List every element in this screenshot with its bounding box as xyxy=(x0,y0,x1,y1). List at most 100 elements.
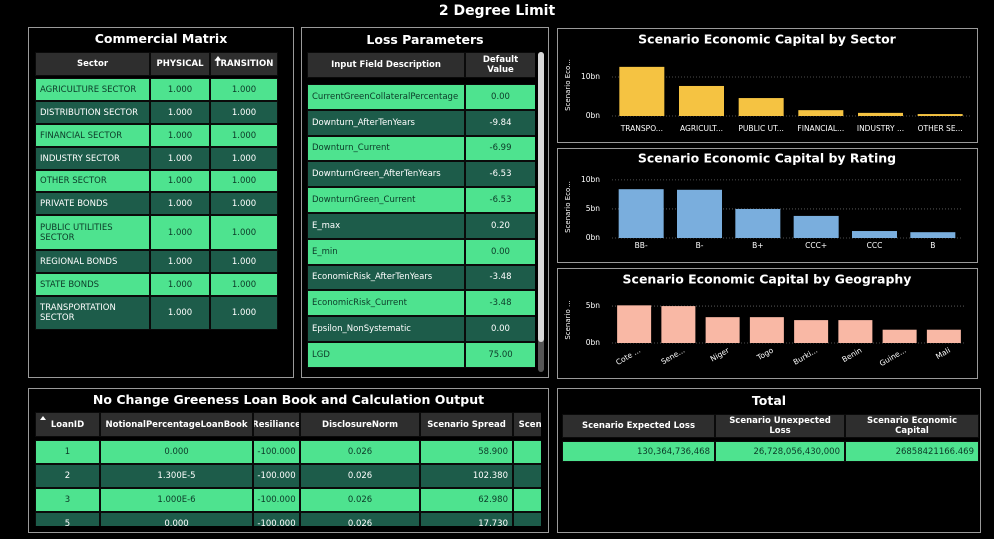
commercial-matrix-panel: Commercial Matrix xyxy=(28,27,294,378)
table-cell: 1.000 xyxy=(150,250,210,273)
table-cell: 0.00 xyxy=(465,316,535,342)
table-cell: 1.000 xyxy=(210,147,278,170)
column-header: TRANSITION xyxy=(210,52,278,76)
table-cell: Downturn_Current xyxy=(307,135,465,162)
y-tick-label: 10bn xyxy=(581,72,600,81)
table-cell: 58.900 xyxy=(420,440,513,464)
table-cell: 75.00 xyxy=(465,342,535,368)
y-tick-label: 10bn xyxy=(581,175,600,184)
table-cell: 1.000 xyxy=(210,170,278,192)
table-cell: 5 xyxy=(35,512,100,526)
table-cell: 0.20 xyxy=(465,213,535,239)
table-cell: 0.00 xyxy=(465,238,535,265)
table-cell: 1.000 xyxy=(210,101,278,124)
table-cell: CurrentGreenCollateralPercentage xyxy=(307,84,465,110)
table-cell: 1.000 xyxy=(210,250,278,273)
table-cell: 1.000 xyxy=(150,215,210,250)
bar xyxy=(661,306,696,343)
bar xyxy=(926,329,961,343)
column-header: Default Value xyxy=(465,52,535,78)
y-tick-label: 0bn xyxy=(586,233,601,242)
bar xyxy=(618,189,664,238)
chart-title: Scenario Economic Capital by Rating xyxy=(638,151,896,166)
panel-title: No Change Greeness Loan Book and Calcula… xyxy=(92,392,485,407)
table-cell: -6.53 xyxy=(465,161,535,188)
table-cell: 0.00 xyxy=(465,84,535,110)
table-cell: LGD xyxy=(307,342,465,368)
table-cell: REGIONAL BONDS xyxy=(35,250,150,273)
table-cell: 3 xyxy=(35,488,100,512)
x-tick-label: Guine... xyxy=(878,346,908,368)
bar xyxy=(794,320,829,343)
table-cell: -100.000 xyxy=(253,440,300,464)
column-header: Scena xyxy=(513,412,541,437)
table-cell: 0.026 xyxy=(300,464,420,488)
bar xyxy=(852,231,897,238)
table-cell: 1.000 xyxy=(210,124,278,147)
y-axis-label: Scenario Eco... xyxy=(564,59,572,111)
panel-title: Total xyxy=(751,393,787,408)
table-cell: 130,364,736,468 xyxy=(562,441,715,462)
column-header: Scenario Spread xyxy=(420,412,513,437)
bar xyxy=(749,317,784,343)
bar xyxy=(838,320,873,343)
bar xyxy=(858,112,903,116)
x-tick-label: PUBLIC UT... xyxy=(738,124,784,133)
table-cell: FINANCIAL SECTOR xyxy=(35,124,150,147)
table-cell: AGRICULTURE SECTOR xyxy=(35,78,150,101)
table-cell: 1.000 xyxy=(210,192,278,215)
column-header: Sector xyxy=(35,52,150,76)
y-axis-label: Scenario ... xyxy=(564,300,572,339)
table-cell: 26858421166.469 xyxy=(845,441,979,462)
table-cell: STATE BONDS xyxy=(35,273,150,296)
column-header: DisclosureNorm xyxy=(300,412,420,437)
x-tick-label: BB- xyxy=(635,241,648,250)
table-cell: DownturnGreen_Current xyxy=(307,187,465,213)
table-cell: 1.000 xyxy=(210,215,278,250)
table-cell: 2 xyxy=(35,464,100,488)
table-cell: 1.000 xyxy=(150,296,210,330)
scrollbar-thumb[interactable] xyxy=(538,52,544,342)
x-tick-label: Togo xyxy=(755,345,776,362)
x-tick-label: CCC+ xyxy=(805,241,827,250)
column-header: Scenario Economic Capital xyxy=(845,414,979,438)
bar xyxy=(798,110,844,116)
column-header: Scenario Unexpected Loss xyxy=(715,414,845,438)
table-cell xyxy=(513,512,541,526)
table-cell: 0.026 xyxy=(300,488,420,512)
table-cell: 17.730 xyxy=(420,512,513,526)
table-cell: E_max xyxy=(307,213,465,239)
x-tick-label: Niger xyxy=(709,345,732,363)
table-cell: 102.380 xyxy=(420,464,513,488)
bar xyxy=(617,305,652,343)
panel-title: Commercial Matrix xyxy=(94,31,228,46)
page-title: 2 Degree Limit xyxy=(438,3,556,19)
y-tick-label: 5bn xyxy=(586,204,601,213)
bar xyxy=(793,215,839,238)
table-cell xyxy=(513,440,541,464)
table-cell: EconomicRisk_AfterTenYears xyxy=(307,264,465,291)
x-tick-label: OTHER SE... xyxy=(918,124,963,133)
table-cell: 1.000 xyxy=(150,192,210,215)
table-cell: 1.300E-5 xyxy=(100,464,253,488)
x-tick-label: CCC xyxy=(867,241,883,250)
x-tick-label: B- xyxy=(696,241,704,250)
table-cell: -6.99 xyxy=(465,135,535,162)
table-cell: -100.000 xyxy=(253,464,300,488)
bar xyxy=(738,98,784,116)
table: Scenario Expected Loss Scenario Unexpecte… xyxy=(559,412,979,472)
column-header: Resiliance xyxy=(253,412,300,437)
table-cell: -3.48 xyxy=(465,290,535,317)
table-cell: 1.000E-6 xyxy=(100,488,253,512)
table-cell: EconomicRisk_Current xyxy=(307,290,465,317)
table: Sector PHYSICAL TRANSITION AGRICULTURE SECT… xyxy=(30,50,292,376)
x-tick-label: AGRICULT... xyxy=(680,124,723,133)
table-cell: 62.980 xyxy=(420,488,513,512)
total-panel: Total xyxy=(557,388,981,533)
table-cell: Epsilon_NonSystematic xyxy=(307,316,465,342)
table-cell: 0.026 xyxy=(300,440,420,464)
column-header: Scenario Expected Loss xyxy=(562,414,715,438)
bar xyxy=(917,114,963,116)
table-cell: -100.000 xyxy=(253,512,300,526)
